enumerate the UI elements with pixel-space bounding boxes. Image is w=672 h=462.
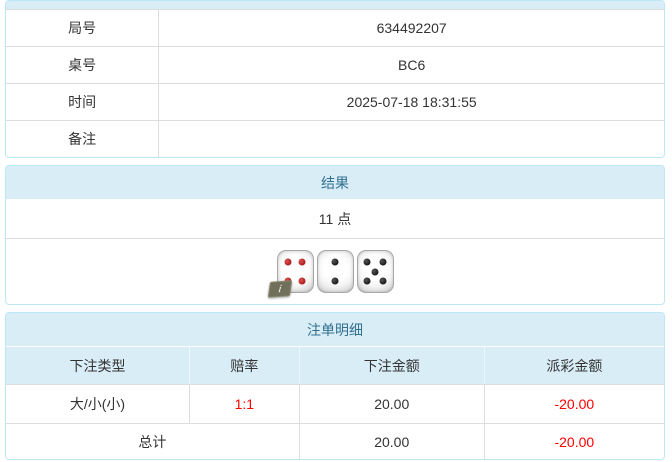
bet-type-value: 大/小(小)	[69, 396, 126, 412]
die-pip	[298, 277, 306, 285]
die-pip	[363, 277, 371, 285]
bet-details-panel: 注单明细 下注类型 赔率 下注金额 派彩金额 大/小(小) 1:1 20.00 …	[5, 312, 665, 460]
column-header-bet-type: 下注类型	[69, 357, 126, 374]
column-header-odds: 赔率	[188, 347, 299, 384]
time-label: 时间	[6, 84, 160, 120]
die-pip	[284, 258, 292, 266]
time-value: 2025-07-18 18:31:55	[346, 94, 477, 110]
table-row: 备注	[6, 120, 664, 157]
die-face-2	[316, 250, 354, 293]
table-row: 局号 634492207	[6, 9, 664, 46]
round-number-label: 局号	[6, 10, 160, 46]
table-number-label: 桌号	[6, 47, 160, 83]
bet-table-header: 下注类型 赔率 下注金额 派彩金额	[6, 347, 664, 384]
payout-amount-value: -20.00	[483, 385, 664, 423]
round-number-value: 634492207	[376, 20, 447, 36]
total-row: 总计 20.00 -20.00	[6, 423, 664, 459]
table-row: 时间 2025-07-18 18:31:55	[6, 83, 664, 120]
total-bet-amount: 20.00	[298, 424, 484, 459]
info-icon[interactable]: i	[267, 280, 292, 298]
table-row: 桌号 BC6	[6, 46, 664, 83]
result-points: 11 点	[6, 200, 664, 239]
bet-amount-value: 20.00	[298, 385, 484, 423]
table-number-value: BC6	[398, 57, 426, 73]
total-label: 总计	[138, 433, 167, 450]
die-face-5	[356, 250, 394, 293]
bet-details-title: 注单明细	[6, 313, 664, 347]
dice-row-images: i	[6, 239, 664, 304]
die-pip	[331, 258, 339, 266]
result-panel-title: 结果	[6, 166, 664, 200]
result-panel: 结果 11 点 i	[5, 165, 665, 305]
die-face-4: i	[267, 250, 314, 298]
game-info-panel: 局号 634492207 桌号 BC6 时间 2025-07-18 18:31:…	[5, 0, 665, 158]
die-pip	[371, 268, 379, 275]
total-payout-amount: -20.00	[483, 424, 664, 459]
remark-label: 备注	[6, 121, 160, 157]
die-pip	[298, 258, 306, 266]
die-pip	[379, 258, 387, 266]
die-pip	[363, 258, 371, 266]
column-header-bet-amount: 下注金额	[298, 347, 484, 384]
column-header-payout-amount: 派彩金额	[483, 347, 664, 384]
remark-value	[159, 121, 664, 157]
die-pip	[331, 277, 339, 285]
die-pip	[379, 277, 387, 285]
game-info-header-strip	[6, 1, 664, 9]
odds-value: 1:1	[188, 385, 299, 423]
table-row: 大/小(小) 1:1 20.00 -20.00	[6, 384, 664, 423]
